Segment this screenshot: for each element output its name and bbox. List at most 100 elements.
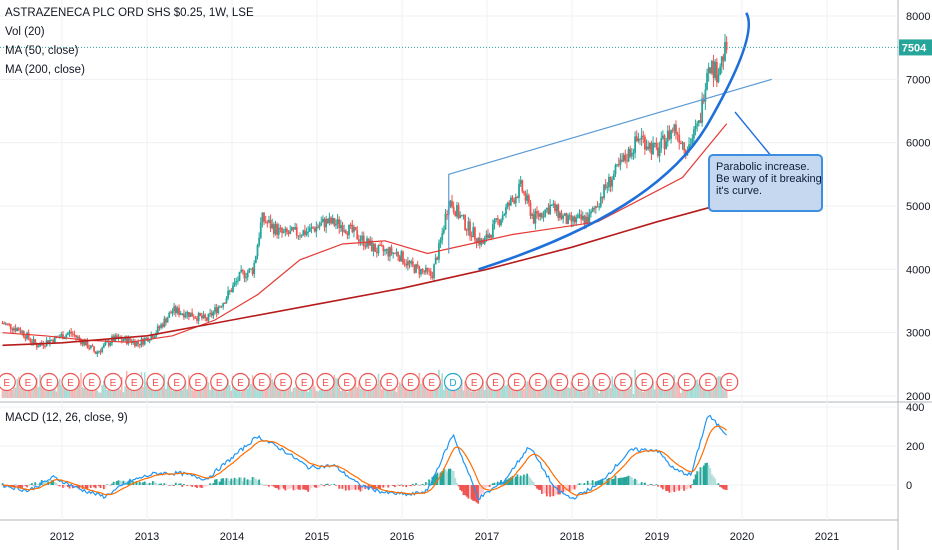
- macd-histogram-bar: [251, 477, 254, 485]
- macd-histogram-bar: [559, 485, 561, 495]
- marker-letter: E: [471, 378, 478, 389]
- candle-body: [279, 227, 282, 229]
- signal-line: [2, 425, 727, 496]
- ma200-indicator-label[interactable]: MA (200, close): [5, 64, 85, 76]
- candle-body: [456, 205, 458, 217]
- volume-bar: [152, 385, 154, 398]
- candle-body: [292, 227, 295, 230]
- macd-histogram-bar: [648, 484, 651, 485]
- volume-bar: [166, 382, 169, 398]
- candle-body: [671, 130, 674, 132]
- volume-bar: [199, 385, 202, 398]
- ma50-indicator-label[interactable]: MA (50, close): [5, 45, 79, 57]
- volume-bar: [219, 390, 221, 398]
- candle-body: [371, 240, 373, 252]
- marker-letter: E: [195, 378, 202, 389]
- candle-body: [191, 312, 194, 317]
- macd-histogram-bar: [217, 481, 220, 485]
- macd-histogram-bar: [219, 481, 221, 485]
- candle-body: [176, 307, 179, 313]
- macd-histogram-bar: [490, 484, 493, 486]
- volume-bar: [294, 387, 296, 398]
- volume-bar: [6, 390, 9, 398]
- macd-histogram-bar: [488, 485, 491, 487]
- macd-histogram-bar: [256, 480, 259, 485]
- macd-histogram-bar: [655, 484, 658, 485]
- macd-histogram-bar: [122, 480, 125, 485]
- chart-title: ASTRAZENECA PLC ORD SHS $0.25, 1W, LSE: [5, 7, 254, 19]
- macd-histogram-bar: [341, 485, 344, 489]
- candle-body: [653, 142, 656, 144]
- volume-bar: [554, 388, 556, 398]
- macd-histogram-bar: [632, 479, 635, 485]
- volume-bar: [480, 385, 483, 398]
- macd-histogram-bar: [240, 477, 243, 485]
- time-tick-label: 2017: [475, 531, 499, 543]
- volume-bar: [376, 384, 378, 398]
- macd-histogram-bar: [245, 479, 247, 485]
- macd-histogram-bar: [57, 485, 59, 486]
- macd-histogram-bar: [428, 479, 431, 485]
- volume-bar: [348, 383, 350, 398]
- macd-histogram-bar: [181, 485, 184, 487]
- volume-bar: [637, 387, 640, 398]
- volume-bar: [451, 385, 453, 398]
- candle-body: [317, 226, 319, 228]
- volume-bar: [658, 384, 661, 398]
- macd-histogram-bar: [210, 484, 213, 485]
- volume-bar: [312, 379, 314, 398]
- volume-bar: [228, 385, 231, 398]
- volume-bar: [485, 380, 488, 398]
- candle-body: [693, 129, 695, 139]
- candle-body: [395, 252, 398, 254]
- volume-bar: [255, 386, 257, 398]
- volume-bar: [581, 391, 584, 398]
- macd-indicator-label[interactable]: MACD (12, 26, close, 9): [5, 412, 128, 424]
- candle-body: [21, 331, 24, 333]
- volume-bar: [590, 386, 592, 398]
- macd-histogram-bar: [129, 479, 131, 485]
- candle-body: [446, 213, 449, 215]
- candle-body: [519, 180, 522, 184]
- candle-body: [304, 230, 306, 235]
- macd-histogram-bar: [637, 483, 640, 485]
- volume-bar: [663, 386, 666, 398]
- volume-bar: [189, 386, 192, 398]
- candle-body: [161, 324, 164, 327]
- macd-histogram-bar: [83, 485, 86, 487]
- volume-bar: [302, 386, 305, 398]
- candle-body: [523, 191, 525, 194]
- macd-histogram-bar: [367, 485, 370, 490]
- ma50-line: [2, 123, 728, 343]
- macd-histogram-bar: [653, 484, 656, 486]
- macd-histogram-bar: [645, 484, 648, 485]
- macd-histogram-bar: [395, 485, 398, 487]
- price-tick-label: 3000: [906, 328, 930, 340]
- candle-body: [648, 142, 651, 150]
- volume-bar: [18, 376, 20, 398]
- macd-histogram-bar: [371, 485, 373, 488]
- macd-histogram-bar: [603, 480, 605, 485]
- macd-histogram-bar: [402, 485, 404, 487]
- macd-histogram-bar: [111, 483, 113, 485]
- volume-bar: [284, 385, 287, 398]
- candle-body: [691, 138, 694, 145]
- macd-histogram-bar: [50, 480, 53, 485]
- volume-bar: [403, 385, 406, 398]
- macd-histogram-bar: [140, 483, 143, 485]
- candle-body: [94, 351, 97, 354]
- volume-bar: [439, 383, 442, 398]
- macd-histogram-bar: [527, 476, 530, 485]
- candle-body: [76, 336, 79, 338]
- candle-body: [586, 216, 589, 224]
- volume-indicator-label[interactable]: Vol (20): [5, 26, 45, 38]
- annotation-callout[interactable]: Parabolic increase. Be wary of it breaki…: [708, 154, 823, 212]
- candle-body: [217, 307, 220, 314]
- macd-histogram-bar: [642, 483, 645, 485]
- candle-body: [268, 220, 270, 223]
- candle-body: [294, 227, 296, 230]
- volume-bar: [29, 388, 32, 398]
- candle-body: [452, 207, 455, 212]
